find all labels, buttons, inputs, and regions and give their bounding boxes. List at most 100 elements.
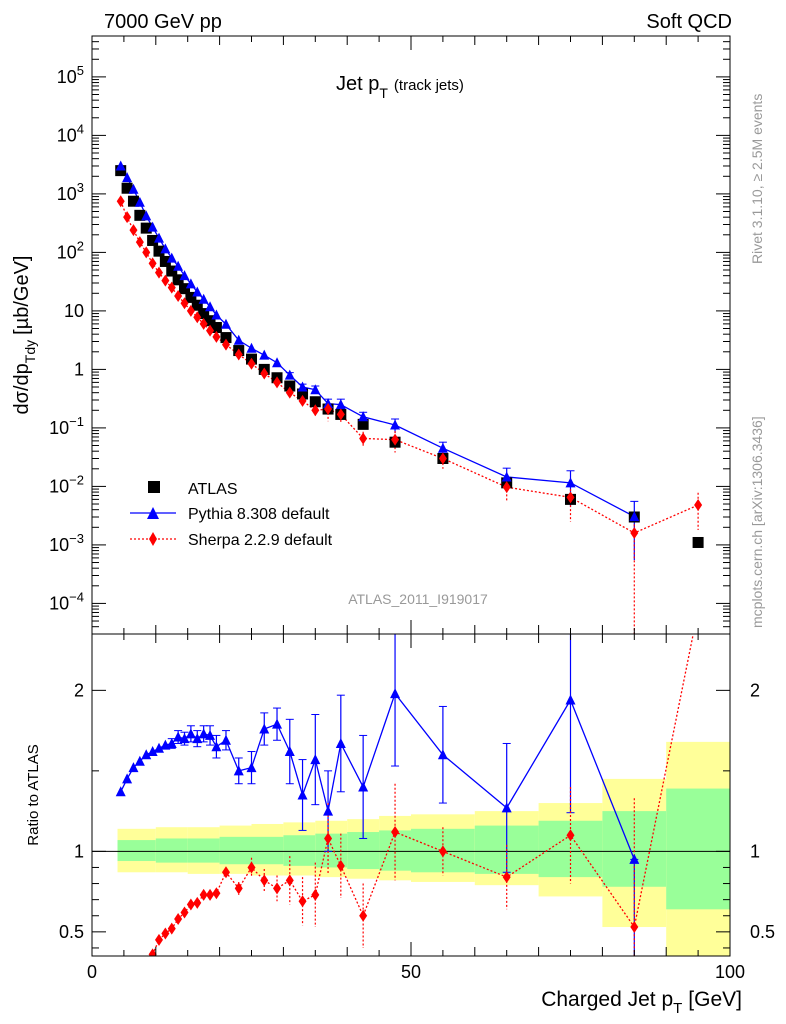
x-tick-label: 50 [401,962,421,982]
ratio-sherpa-point [359,909,368,922]
atlas-point [297,388,309,400]
ratio-pythia-point [233,765,244,776]
atlas-point [127,195,139,207]
sherpa-point [148,257,157,270]
ratio-sherpa-point [311,888,320,901]
pythia-point [192,286,203,297]
pythia-point [205,301,216,312]
sherpa-point [247,357,256,370]
atlas-point [309,396,321,408]
atlas-point [172,274,184,286]
legend-label-pythia: Pythia 8.308 default [188,506,330,523]
ratio-pythia-point [272,718,283,729]
ratio-sherpa-point [221,866,230,879]
ratio-sherpa-line [152,634,694,955]
atlas-point [198,308,210,320]
green-band-segment [251,836,284,865]
sherpa-point [199,317,208,330]
ratio-pythia-point [141,749,152,760]
sherpa-point [221,338,230,351]
ratio-sherpa-point [186,898,195,911]
pythia-point [272,357,283,368]
sherpa-point [359,432,368,445]
pythia-line [120,165,635,518]
x-tick-label: 0 [87,962,97,982]
pythia-point [220,318,231,329]
sherpa-point [142,246,151,259]
x-tick-label: 100 [715,962,745,982]
pythia-point [284,369,295,380]
sherpa-point [129,224,138,237]
pythia-point [115,160,126,171]
mcplots-reference-label: mcplots.cern.ch [arXiv:1306.3436] [749,416,765,628]
ratio-pythia-point [128,762,139,773]
ratio-sherpa-point [154,933,163,946]
green-band-segment [666,788,730,910]
y-tick-label: 1 [74,359,84,379]
ratio-sherpa-point [199,888,208,901]
ratio-pythia-point [565,694,576,705]
ratio-sherpa-point [438,845,447,858]
ratio-pythia-point [179,733,190,744]
ratio-pythia-point [358,781,369,792]
ratio-pythia-point [153,742,164,753]
ratio-sherpa-point [206,888,215,901]
green-band-segment [117,840,156,862]
green-band-segment [187,838,220,863]
ratio-y-tick-label: 2 [74,680,84,700]
sherpa-point [391,433,400,446]
pythia-point [211,309,222,320]
legend-marker-atlas [148,481,160,493]
y-tick-label: 10−4 [49,589,84,613]
sherpa-point [174,289,183,302]
sherpa-point [336,408,345,421]
y-tick-label: 10−1 [49,414,84,438]
atlas-point [284,380,296,392]
ratio-pythia-point [284,746,295,757]
pythia-point [358,411,369,422]
sherpa-point [273,376,282,389]
ratio-pythia-point [629,853,640,864]
pythia-point [141,210,152,221]
sherpa-point [285,386,294,399]
pythia-point [134,196,145,207]
ratio-y-axis-label: Ratio to ATLAS [25,744,42,845]
ratio-panel-frame [91,633,731,957]
pythia-point [179,270,190,281]
sherpa-point [135,236,144,249]
pythia-point [166,252,177,263]
ratio-pythia-point [211,741,222,752]
green-band-segment [219,836,252,865]
pythia-point [390,419,401,430]
ratio-pythia-point [198,728,209,739]
ratio-pythia-point [173,731,184,742]
x-axis-label: Charged Jet pT [GeV] [541,988,742,1017]
pythia-point [335,399,346,410]
ratio-sherpa-point [180,906,189,919]
ratio-sherpa-point [167,922,176,935]
atlas-point [134,209,146,221]
atlas-point [220,332,232,344]
ratio-pythia-point [437,749,448,760]
pythia-point [153,232,164,243]
ratio-pythia-point [220,734,231,745]
main-plot-area [115,160,704,634]
pythia-point [501,471,512,482]
ratio-sherpa-point [324,832,333,845]
y-tick-label: 10−3 [49,531,84,555]
sherpa-point [630,526,639,539]
ratio-pythia-point [147,746,158,757]
atlas-point [147,234,159,246]
pythia-point [565,477,576,488]
ratio-sherpa-point [234,882,243,895]
sherpa-point [123,211,132,224]
pythia-point [173,260,184,271]
legend-label-sherpa: Sherpa 2.2.9 default [188,532,333,549]
ratio-sherpa-point [193,896,202,909]
legend-label-atlas: ATLAS [188,481,238,498]
pythia-point [128,183,139,194]
y-axis-label: dσ/dpTdy[µb/GeV] [11,256,38,415]
sherpa-point [212,330,221,343]
